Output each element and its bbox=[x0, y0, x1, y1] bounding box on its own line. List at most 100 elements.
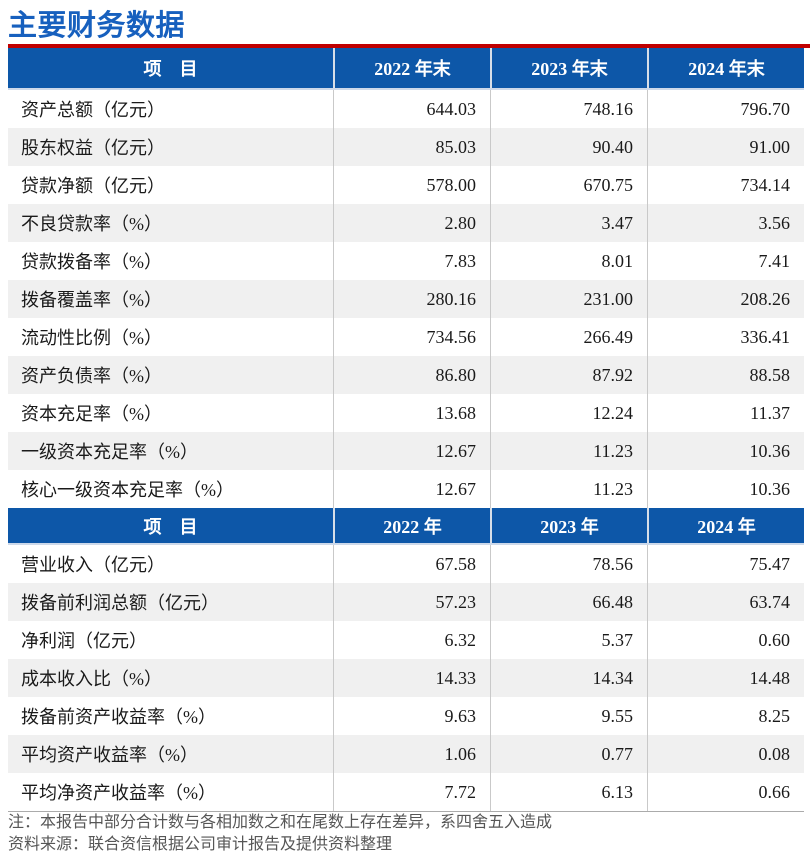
value-cell: 11.23 bbox=[490, 470, 647, 508]
row-label-cell: 核心一级资本充足率（%） bbox=[21, 480, 234, 500]
value-cell: 14.33 bbox=[333, 659, 490, 697]
table-row: 资产负债率（%） 86.80 87.92 88.58 bbox=[8, 356, 804, 394]
row-label-cell: 流动性比例（%） bbox=[21, 328, 162, 348]
row-label-cell: 一级资本充足率（%） bbox=[21, 442, 198, 462]
row-label-cell: 贷款拨备率（%） bbox=[21, 252, 162, 272]
value-cell: 6.32 bbox=[333, 621, 490, 659]
row-label-cell: 贷款净额（亿元） bbox=[21, 176, 165, 196]
value-cell: 57.23 bbox=[333, 583, 490, 621]
footnote-rounding-note: 注：本报告中部分合计数与各相加数之和在尾数上存在差异，系四舍五入造成 bbox=[8, 814, 553, 831]
row-label-cell: 成本收入比（%） bbox=[21, 669, 162, 689]
footnote-data-source: 资料来源：联合资信根据公司审计报告及提供资料整理 bbox=[8, 836, 393, 853]
value-cell: 0.60 bbox=[647, 621, 804, 659]
item-column-header: 项 目 bbox=[143, 516, 198, 537]
value-cell: 3.56 bbox=[647, 204, 804, 242]
table-row: 不良贷款率（%） 2.80 3.47 3.56 bbox=[8, 204, 804, 242]
value-cell: 12.67 bbox=[333, 432, 490, 470]
title-divider-rule bbox=[8, 44, 810, 48]
value-cell: 8.25 bbox=[647, 697, 804, 735]
value-cell: 12.24 bbox=[490, 394, 647, 432]
year-column-header: 2024 年末 bbox=[647, 48, 804, 88]
value-cell: 10.36 bbox=[647, 470, 804, 508]
value-cell: 14.48 bbox=[647, 659, 804, 697]
value-cell: 7.72 bbox=[333, 773, 490, 811]
value-cell: 67.58 bbox=[333, 545, 490, 583]
row-label-cell: 平均净资产收益率（%） bbox=[21, 783, 216, 803]
row-label-cell: 营业收入（亿元） bbox=[21, 555, 165, 575]
value-cell: 0.77 bbox=[490, 735, 647, 773]
year-column-header: 2022 年末 bbox=[333, 48, 490, 88]
value-cell: 208.26 bbox=[647, 280, 804, 318]
value-cell: 66.48 bbox=[490, 583, 647, 621]
value-cell: 88.58 bbox=[647, 356, 804, 394]
value-cell: 11.23 bbox=[490, 432, 647, 470]
table-row: 一级资本充足率（%） 12.67 11.23 10.36 bbox=[8, 432, 804, 470]
value-cell: 8.01 bbox=[490, 242, 647, 280]
value-cell: 1.06 bbox=[333, 735, 490, 773]
value-cell: 748.16 bbox=[490, 90, 647, 128]
value-cell: 9.63 bbox=[333, 697, 490, 735]
table-row: 资产总额（亿元） 644.03 748.16 796.70 bbox=[8, 90, 804, 128]
value-cell: 6.13 bbox=[490, 773, 647, 811]
row-label-cell: 资产总额（亿元） bbox=[21, 100, 165, 120]
table-row: 资本充足率（%） 13.68 12.24 11.37 bbox=[8, 394, 804, 432]
page-title: 主要财务数据 bbox=[8, 10, 186, 42]
row-label-cell: 拨备覆盖率（%） bbox=[21, 290, 162, 310]
financial-data-table: 项 目 2022 年末 2023 年末 2024 年末资产总额（亿元） 644.03 74… bbox=[8, 48, 804, 812]
value-cell: 734.14 bbox=[647, 166, 804, 204]
value-cell: 86.80 bbox=[333, 356, 490, 394]
table-row: 净利润（亿元） 6.32 5.37 0.60 bbox=[8, 621, 804, 659]
value-cell: 11.37 bbox=[647, 394, 804, 432]
value-cell: 14.34 bbox=[490, 659, 647, 697]
table-row: 成本收入比（%） 14.33 14.34 14.48 bbox=[8, 659, 804, 697]
row-label-cell: 不良贷款率（%） bbox=[21, 214, 162, 234]
section-header-row: 项 目 2022 年 2023 年 2024 年 bbox=[8, 508, 804, 545]
footnotes: 注：本报告中部分合计数与各相加数之和在尾数上存在差异，系四舍五入造成 资料来源：… bbox=[8, 812, 804, 856]
table-row: 拨备前资产收益率（%） 9.63 9.55 8.25 bbox=[8, 697, 804, 735]
row-label-cell: 净利润（亿元） bbox=[21, 631, 147, 651]
row-label-cell: 平均资产收益率（%） bbox=[21, 745, 198, 765]
table-row: 平均资产收益率（%） 1.06 0.77 0.08 bbox=[8, 735, 804, 773]
section-header-row: 项 目 2022 年末 2023 年末 2024 年末 bbox=[8, 48, 804, 90]
value-cell: 578.00 bbox=[333, 166, 490, 204]
value-cell: 231.00 bbox=[490, 280, 647, 318]
table-row: 拨备覆盖率（%） 280.16 231.00 208.26 bbox=[8, 280, 804, 318]
value-cell: 266.49 bbox=[490, 318, 647, 356]
value-cell: 78.56 bbox=[490, 545, 647, 583]
table-row: 流动性比例（%） 734.56 266.49 336.41 bbox=[8, 318, 804, 356]
value-cell: 90.40 bbox=[490, 128, 647, 166]
table-row: 平均净资产收益率（%） 7.72 6.13 0.66 bbox=[8, 773, 804, 811]
value-cell: 75.47 bbox=[647, 545, 804, 583]
value-cell: 63.74 bbox=[647, 583, 804, 621]
value-cell: 12.67 bbox=[333, 470, 490, 508]
value-cell: 7.41 bbox=[647, 242, 804, 280]
table-row: 贷款净额（亿元） 578.00 670.75 734.14 bbox=[8, 166, 804, 204]
table-row: 核心一级资本充足率（%） 12.67 11.23 10.36 bbox=[8, 470, 804, 508]
value-cell: 670.75 bbox=[490, 166, 647, 204]
value-cell: 0.66 bbox=[647, 773, 804, 811]
value-cell: 13.68 bbox=[333, 394, 490, 432]
value-cell: 3.47 bbox=[490, 204, 647, 242]
row-label-cell: 股东权益（亿元） bbox=[21, 138, 165, 158]
row-label-cell: 拨备前利润总额（亿元） bbox=[21, 593, 219, 613]
value-cell: 2.80 bbox=[333, 204, 490, 242]
table-row: 拨备前利润总额（亿元） 57.23 66.48 63.74 bbox=[8, 583, 804, 621]
row-label-cell: 资本充足率（%） bbox=[21, 404, 162, 424]
value-cell: 7.83 bbox=[333, 242, 490, 280]
row-label-cell: 拨备前资产收益率（%） bbox=[21, 707, 216, 727]
year-column-header: 2024 年 bbox=[647, 508, 804, 543]
value-cell: 9.55 bbox=[490, 697, 647, 735]
value-cell: 734.56 bbox=[333, 318, 490, 356]
value-cell: 0.08 bbox=[647, 735, 804, 773]
year-column-header: 2023 年末 bbox=[490, 48, 647, 88]
item-column-header: 项 目 bbox=[143, 59, 198, 79]
value-cell: 87.92 bbox=[490, 356, 647, 394]
table-row: 贷款拨备率（%） 7.83 8.01 7.41 bbox=[8, 242, 804, 280]
value-cell: 796.70 bbox=[647, 90, 804, 128]
value-cell: 336.41 bbox=[647, 318, 804, 356]
value-cell: 644.03 bbox=[333, 90, 490, 128]
value-cell: 10.36 bbox=[647, 432, 804, 470]
value-cell: 5.37 bbox=[490, 621, 647, 659]
table-row: 营业收入（亿元） 67.58 78.56 75.47 bbox=[8, 545, 804, 583]
